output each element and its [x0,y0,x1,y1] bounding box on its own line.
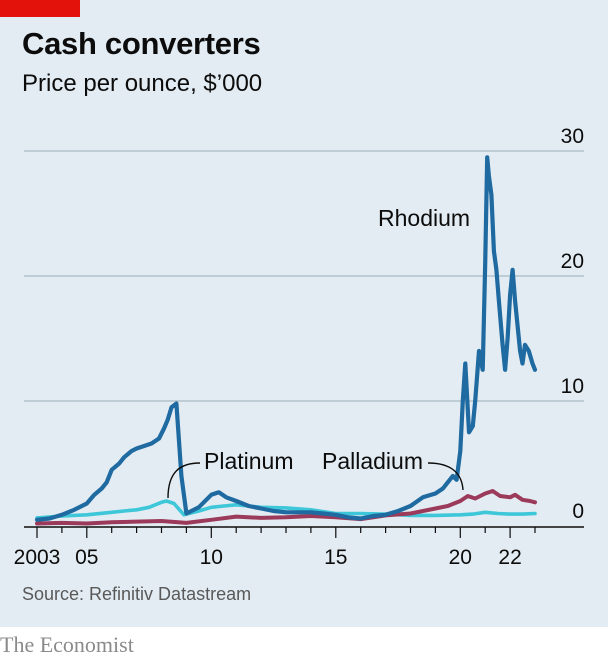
series-lines [34,155,538,526]
source-note: Source: Refinitiv Datastream [22,584,252,604]
palladium-leader-line [427,462,464,491]
line-chart: 0 10 20 30 2003 05 10 15 20 22 Rhodium Platinum Pa… [14,125,584,569]
y-tick-label: 30 [561,125,584,148]
gridlines [24,150,584,402]
y-axis-tick-labels: 0 10 20 30 [561,125,584,523]
x-tick-label: 10 [200,546,223,569]
annotation-rhodium: Rhodium [378,205,470,231]
series-line-rhodium [34,155,538,522]
y-tick-label: 10 [561,375,584,398]
chart-title: Cash converters [22,26,261,61]
y-tick-label: 20 [561,250,584,273]
x-tick-label: 20 [449,546,472,569]
chart-subtitle: Price per ounce, $’000 [22,70,263,97]
x-tick-label: 15 [324,546,347,569]
series-annotations: Rhodium Platinum Palladium [167,205,470,499]
x-tick-label: 22 [498,546,521,569]
x-tick-label: 05 [75,546,98,569]
publisher-logo: The Economist [0,632,134,657]
annotation-platinum: Platinum [204,448,293,474]
brand-tag [0,0,80,17]
annotation-palladium: Palladium [322,448,423,474]
x-axis: 2003 05 10 15 20 22 [14,526,584,569]
x-tick-label: 2003 [14,546,61,569]
platinum-leader-line [167,462,201,499]
y-tick-label: 0 [572,500,584,523]
